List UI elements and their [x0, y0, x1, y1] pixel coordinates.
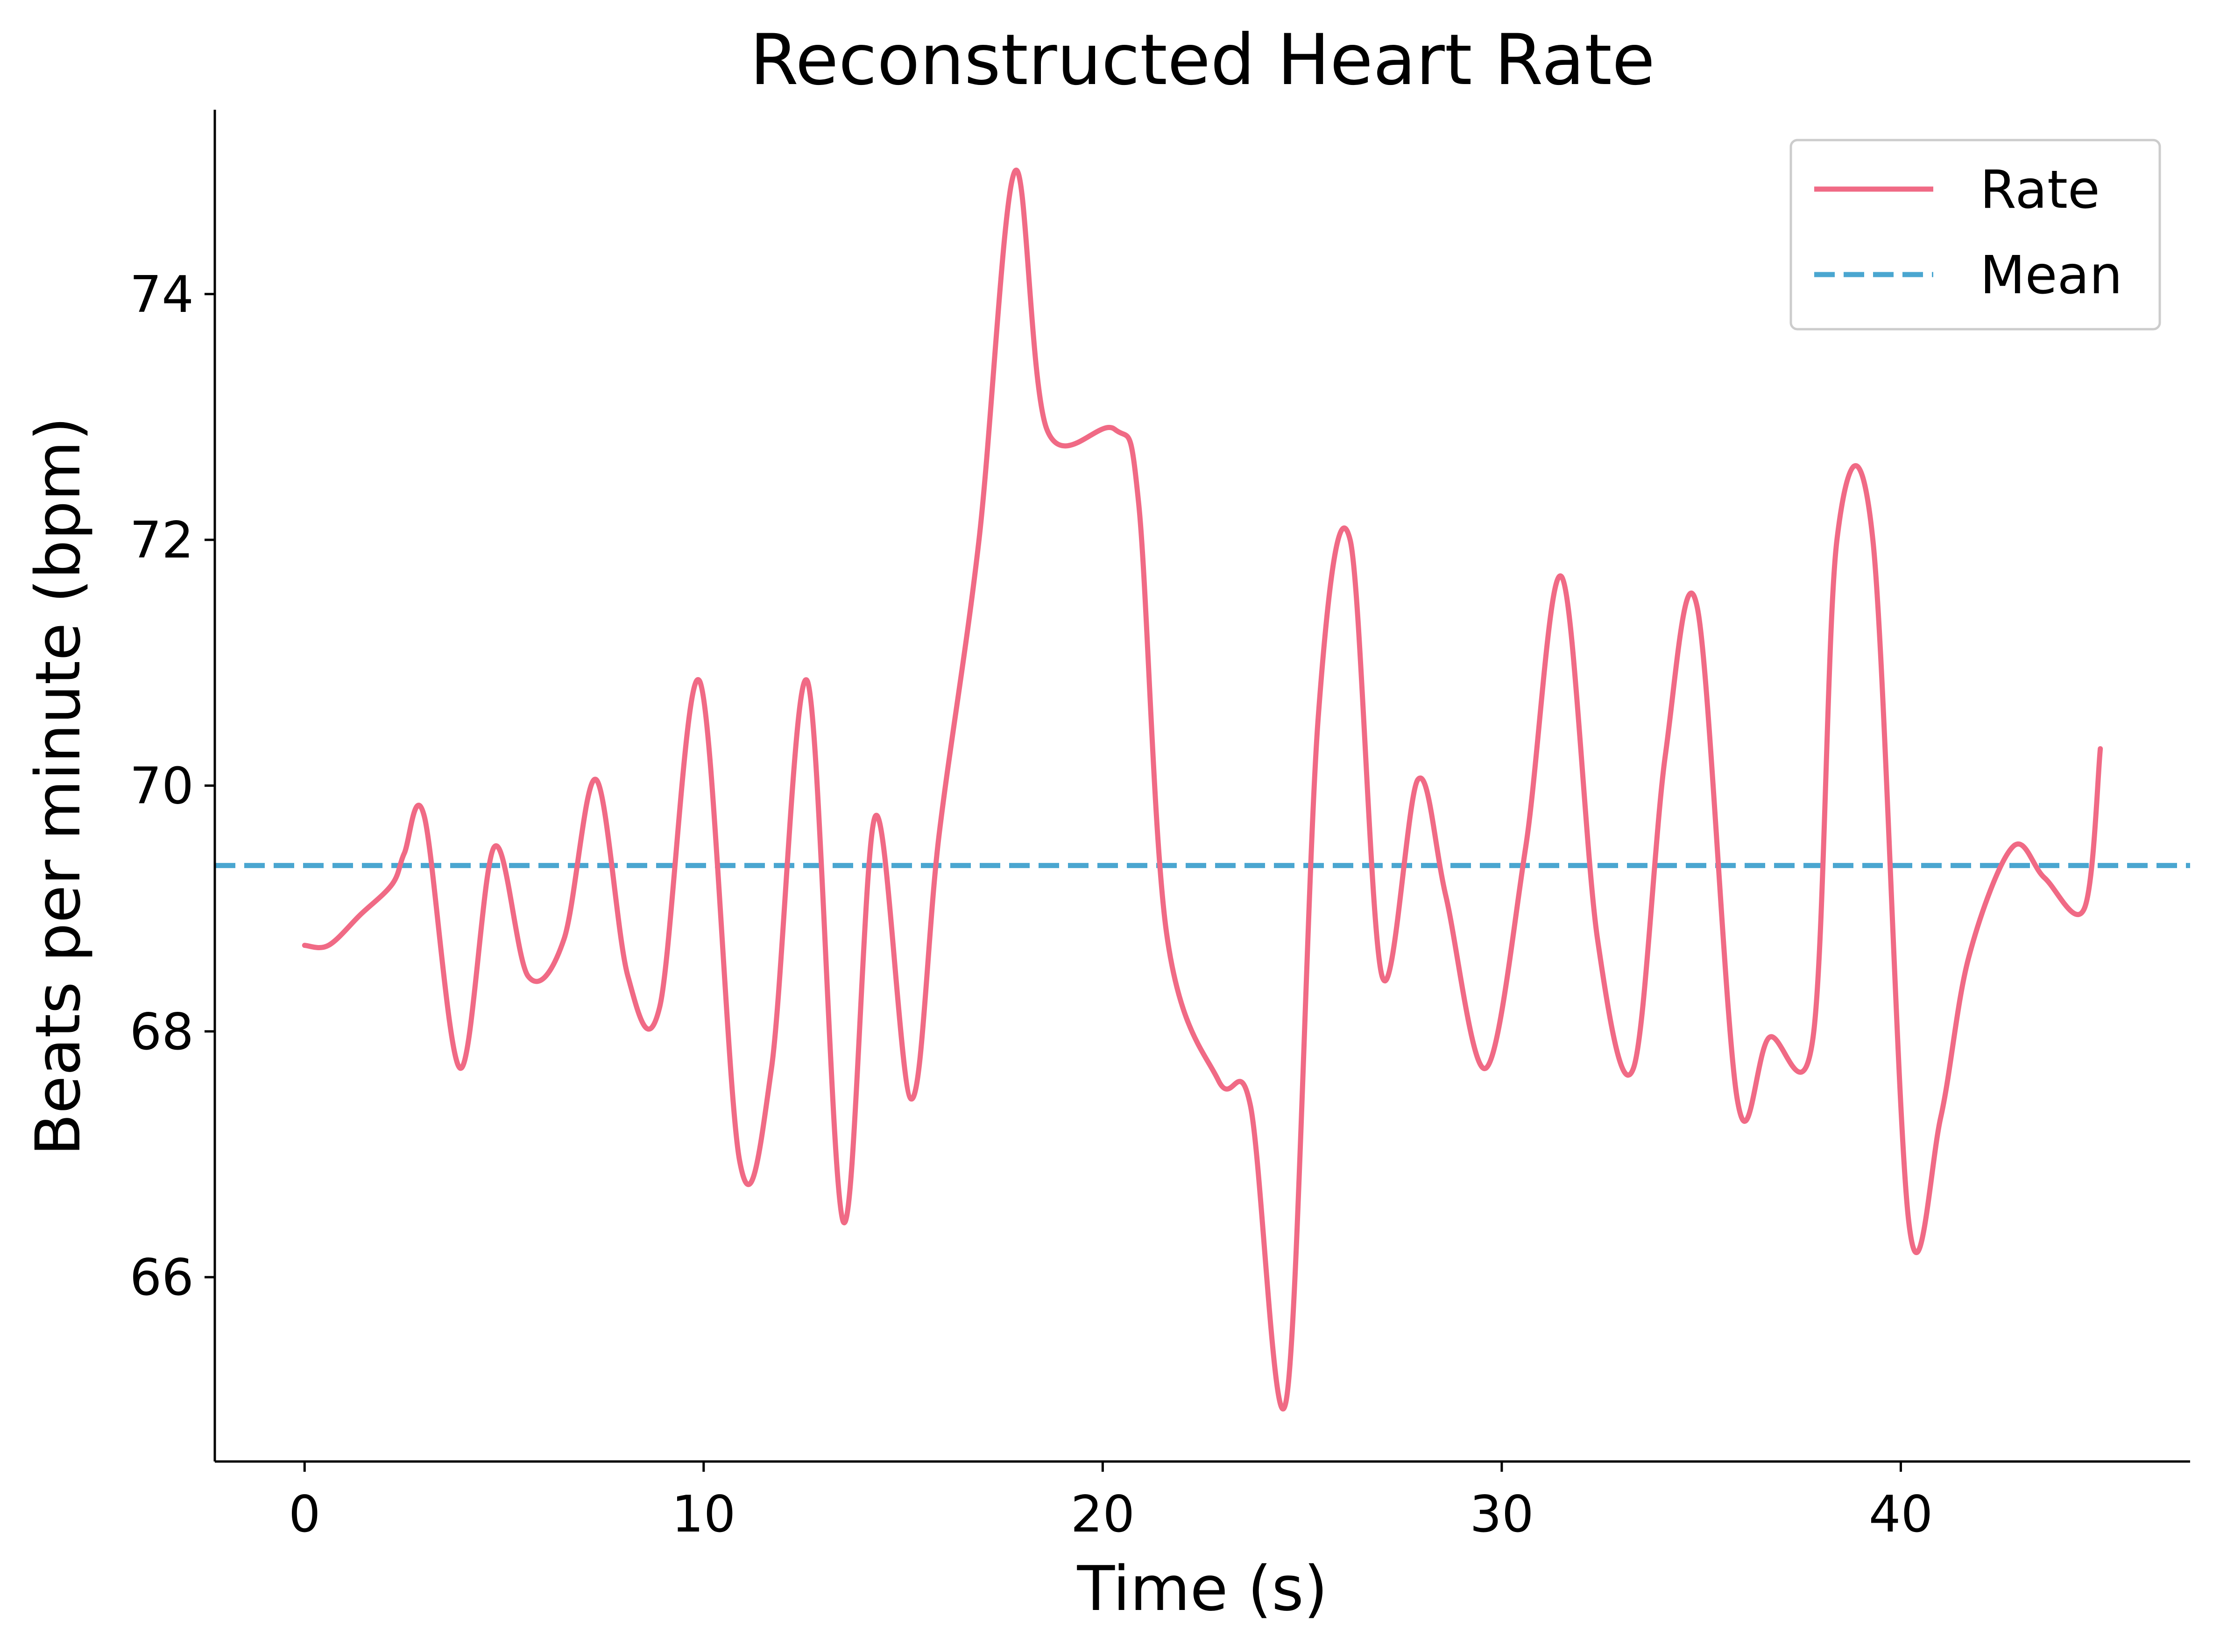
y-tick-label: 70	[130, 757, 194, 816]
rate-line	[302, 167, 2103, 1412]
y-axis-label: Beats per minute (bpm)	[22, 417, 94, 1156]
y-tick-label: 74	[130, 266, 194, 324]
plot-area	[215, 167, 2190, 1412]
series-layer	[302, 167, 2103, 1412]
chart-title: Reconstructed Heart Rate	[750, 20, 1655, 101]
x-tick-label: 40	[1869, 1485, 1933, 1544]
legend-mean-label: Mean	[1980, 245, 2122, 306]
x-axis-label: Time (s)	[1077, 1553, 1328, 1625]
y-tick-label: 68	[130, 1003, 194, 1061]
x-axis-ticks: 0 10 20 30 40	[289, 1461, 1933, 1544]
y-tick-label: 72	[130, 511, 194, 570]
y-tick-label: 66	[130, 1249, 194, 1307]
y-axis-ticks: 66 68 70 72 74	[130, 266, 215, 1307]
legend: Rate Mean	[1789, 139, 2161, 331]
x-tick-label: 10	[672, 1485, 735, 1544]
x-tick-label: 0	[289, 1485, 321, 1544]
legend-rate-label: Rate	[1980, 160, 2100, 220]
x-tick-label: 20	[1071, 1485, 1135, 1544]
x-tick-label: 30	[1470, 1485, 1534, 1544]
